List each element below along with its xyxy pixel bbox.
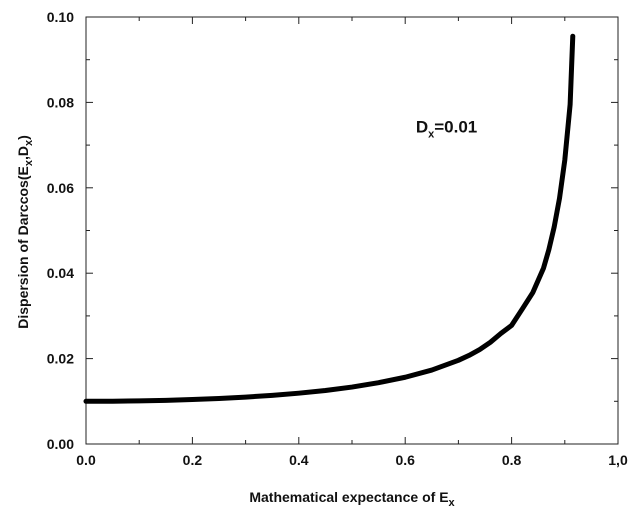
ticks-group [85, 16, 619, 445]
plot-frame [85, 16, 619, 445]
x-tick-label: 0.8 [502, 452, 522, 468]
x-axis-label-var: E [439, 489, 448, 505]
annotation-label: Dx=0.01 [416, 117, 477, 140]
y-axis-label-v2: D [15, 146, 31, 156]
x-tick-label: 1,0 [608, 452, 628, 468]
x-tick-label: 0.2 [183, 452, 203, 468]
tick-labels-group: 0.0 0.2 0.4 0.6 0.8 1,0 0.00 0.02 0.04 0.06 0.08 0.… [47, 9, 628, 468]
x-axis-label-sub: x [449, 497, 456, 509]
y-axis-label: Dispersion of Darccos(Ex,Dx) [15, 135, 35, 329]
y-tick-label: 0.00 [47, 436, 74, 452]
y-tick-label: 0.06 [47, 180, 74, 196]
x-axis-label-main: Mathematical expectance of [249, 489, 439, 505]
y-tick-label: 0.08 [47, 94, 74, 110]
x-tick-label: 0.0 [76, 452, 96, 468]
y-axis-label-v1: E [15, 166, 31, 175]
y-tick-label: 0.02 [47, 351, 74, 367]
annotation-rest: =0.01 [434, 117, 477, 136]
annotation-sub: x [428, 128, 435, 140]
x-tick-label: 0.6 [395, 452, 415, 468]
series-line [83, 33, 576, 404]
y-axis-label-post: ) [15, 135, 31, 140]
x-axis-label: Mathematical expectance of Ex [249, 489, 455, 509]
y-axis-label-sep: , [15, 156, 31, 160]
annotation-var: D [416, 117, 428, 136]
y-axis-label-s2: x [23, 139, 35, 146]
y-axis-label-pre: Dispersion of Darccos( [15, 175, 31, 329]
y-tick-label: 0.04 [47, 265, 74, 281]
y-axis-label-s1: x [23, 159, 35, 166]
y-tick-label: 0.10 [47, 9, 74, 25]
x-tick-label: 0.4 [289, 452, 309, 468]
